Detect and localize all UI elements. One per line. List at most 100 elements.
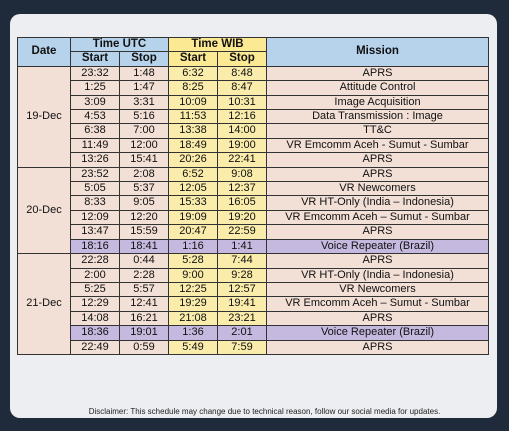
- utc-stop-cell: 9:05: [119, 195, 169, 211]
- wib-stop-cell: 14:00: [217, 123, 267, 139]
- header-mission: Mission: [266, 37, 489, 67]
- wib-stop-cell: 23:21: [217, 310, 267, 327]
- utc-stop-cell: 2:28: [119, 267, 169, 283]
- utc-stop-cell: 12:20: [119, 209, 169, 226]
- mission-cell: Image Acquisition: [266, 94, 489, 111]
- mission-cell: VR Emcomm Aceh – Sumut - Sumbar: [266, 296, 489, 312]
- mission-cell: APRS: [266, 166, 489, 183]
- wib-start-cell: 8:25: [168, 80, 218, 96]
- mission-cell: APRS: [266, 224, 489, 240]
- utc-stop-cell: 19:01: [119, 325, 169, 341]
- utc-start-cell: 22:28: [70, 253, 120, 269]
- table-row: 22:49 0:59 5:49 7:59 APRS: [18, 339, 489, 355]
- table-row: 14:08 16:21 21:08 23:21 APRS: [18, 310, 489, 327]
- utc-start-cell: 3:09: [70, 94, 120, 111]
- utc-start-cell: 18:36: [70, 325, 120, 341]
- utc-start-cell: 4:53: [70, 109, 120, 125]
- date-cell: 20-Dec: [17, 166, 71, 255]
- wib-start-cell: 5:28: [168, 253, 218, 269]
- utc-start-cell: 18:16: [70, 238, 120, 255]
- mission-cell: APRS: [266, 65, 489, 82]
- header-time-utc: Time UTC: [70, 36, 169, 53]
- mission-cell: Data Transmission : Image: [266, 109, 489, 125]
- table-row: 13:26 15:41 20:26 22:41 APRS: [18, 152, 489, 168]
- wib-start-cell: 5:49: [168, 339, 218, 355]
- utc-start-cell: 23:52: [70, 166, 120, 183]
- table-row: 18:36 19:01 1:36 2:01 Voice Repeater (Brazil…: [18, 325, 489, 341]
- mission-cell: VR Emcomm Aceh – Sumut - Sumbar: [266, 209, 489, 226]
- mission-cell: APRS: [266, 253, 489, 269]
- utc-stop-cell: 5:57: [119, 281, 169, 298]
- table-row: 21-Dec 22:28 0:44 5:28 7:44 APRS: [17, 253, 489, 355]
- wib-start-cell: 20:47: [168, 224, 218, 240]
- table-row: 5:25 5:57 12:25 12:57 VR Newcomers: [18, 281, 489, 298]
- utc-start-cell: 1:25: [70, 80, 120, 96]
- table-row: 1:25 1:47 8:25 8:47 Attitude Control: [18, 80, 489, 96]
- wib-start-cell: 21:08: [168, 310, 218, 327]
- table-row: 4:53 5:16 11:53 12:16 Data Transmission : Im…: [18, 109, 489, 125]
- wib-start-cell: 1:16: [168, 238, 218, 255]
- schedule-card: Date Time UTC Time WIB Mission Start Sto…: [10, 14, 497, 418]
- table-row: 5:05 5:37 12:05 12:37 VR Newcomers: [18, 181, 489, 197]
- wib-start-cell: 18:49: [168, 137, 218, 154]
- utc-stop-cell: 5:37: [119, 181, 169, 197]
- utc-start-cell: 6:38: [70, 123, 120, 139]
- mission-cell: APRS: [266, 152, 489, 168]
- mission-cell: VR Emcomm Aceh - Sumut - Sumbar: [266, 137, 489, 154]
- utc-stop-cell: 2:08: [119, 166, 169, 183]
- utc-stop-cell: 7:00: [119, 123, 169, 139]
- utc-stop-cell: 16:21: [119, 310, 169, 327]
- wib-stop-cell: 1:41: [217, 238, 267, 255]
- wib-start-cell: 9:00: [168, 267, 218, 283]
- table-row: 20-Dec 23:52 2:08 6:52 9:08 APRS: [17, 166, 489, 255]
- wib-start-cell: 15:33: [168, 195, 218, 211]
- wib-start-cell: 11:53: [168, 109, 218, 125]
- wib-stop-cell: 16:05: [217, 195, 267, 211]
- utc-start-cell: 22:49: [70, 339, 120, 355]
- header-utc-start: Start: [70, 51, 120, 67]
- table-row: 2:00 2:28 9:00 9:28 VR HT-Only (India – Indo…: [18, 267, 489, 283]
- header-row-1: Date Time UTC Time WIB Mission: [17, 36, 489, 67]
- table-row: 12:29 12:41 19:29 19:41 VR Emcomm Aceh – Sum…: [18, 296, 489, 312]
- table-row: 12:09 12:20 19:09 19:20 VR Emcomm Aceh – Sum…: [18, 209, 489, 226]
- wib-stop-cell: 7:44: [217, 253, 267, 269]
- wib-stop-cell: 12:16: [217, 109, 267, 125]
- utc-stop-cell: 12:41: [119, 296, 169, 312]
- utc-stop-cell: 18:41: [119, 238, 169, 255]
- mission-cell: APRS: [266, 310, 489, 327]
- utc-start-cell: 5:25: [70, 281, 120, 298]
- utc-start-cell: 14:08: [70, 310, 120, 327]
- wib-stop-cell: 12:57: [217, 281, 267, 298]
- mission-cell: VR Newcomers: [266, 281, 489, 298]
- utc-stop-cell: 0:59: [119, 339, 169, 355]
- mission-cell: TT&C: [266, 123, 489, 139]
- wib-start-cell: 20:26: [168, 152, 218, 168]
- wib-start-cell: 1:36: [168, 325, 218, 341]
- mission-cell: APRS: [266, 339, 489, 355]
- utc-start-cell: 2:00: [70, 267, 120, 283]
- table-row: 11:49 12:00 18:49 19:00 VR Emcomm Aceh - Sum…: [18, 137, 489, 154]
- utc-start-cell: 11:49: [70, 137, 120, 154]
- wib-stop-cell: 2:01: [217, 325, 267, 341]
- wib-stop-cell: 8:48: [217, 65, 267, 82]
- wib-stop-cell: 19:20: [217, 209, 267, 226]
- wib-stop-cell: 22:59: [217, 224, 267, 240]
- table-row: 18:16 18:41 1:16 1:41 Voice Repeater (Brazil…: [18, 238, 489, 255]
- wib-start-cell: 6:32: [168, 65, 218, 82]
- wib-start-cell: 19:09: [168, 209, 218, 226]
- wib-start-cell: 13:38: [168, 123, 218, 139]
- table-row: 3:09 3:31 10:09 10:31 Image Acquisition: [18, 94, 489, 111]
- wib-stop-cell: 22:41: [217, 152, 267, 168]
- wib-stop-cell: 12:37: [217, 181, 267, 197]
- wib-stop-cell: 10:31: [217, 94, 267, 111]
- mission-cell: Attitude Control: [266, 80, 489, 96]
- utc-stop-cell: 5:16: [119, 109, 169, 125]
- mission-cell: VR HT-Only (India – Indonesia): [266, 267, 489, 283]
- utc-stop-cell: 0:44: [119, 253, 169, 269]
- utc-start-cell: 13:26: [70, 152, 120, 168]
- utc-stop-cell: 3:31: [119, 94, 169, 111]
- wib-start-cell: 6:52: [168, 166, 218, 183]
- utc-start-cell: 12:09: [70, 209, 120, 226]
- wib-start-cell: 19:29: [168, 296, 218, 312]
- date-cell: 21-Dec: [17, 253, 71, 355]
